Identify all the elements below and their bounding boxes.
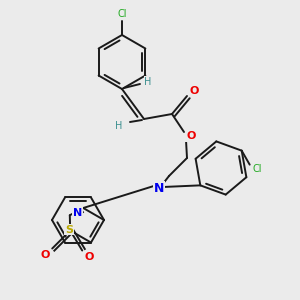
Text: Cl: Cl xyxy=(253,164,262,174)
Text: O: O xyxy=(85,251,94,262)
Text: H: H xyxy=(115,121,123,131)
Text: Cl: Cl xyxy=(117,9,127,19)
Text: S: S xyxy=(65,224,73,235)
Text: N: N xyxy=(154,182,164,194)
Text: H: H xyxy=(144,77,152,87)
Text: O: O xyxy=(186,131,196,141)
Text: N: N xyxy=(73,208,83,218)
Text: O: O xyxy=(189,86,199,96)
Text: O: O xyxy=(40,250,50,260)
